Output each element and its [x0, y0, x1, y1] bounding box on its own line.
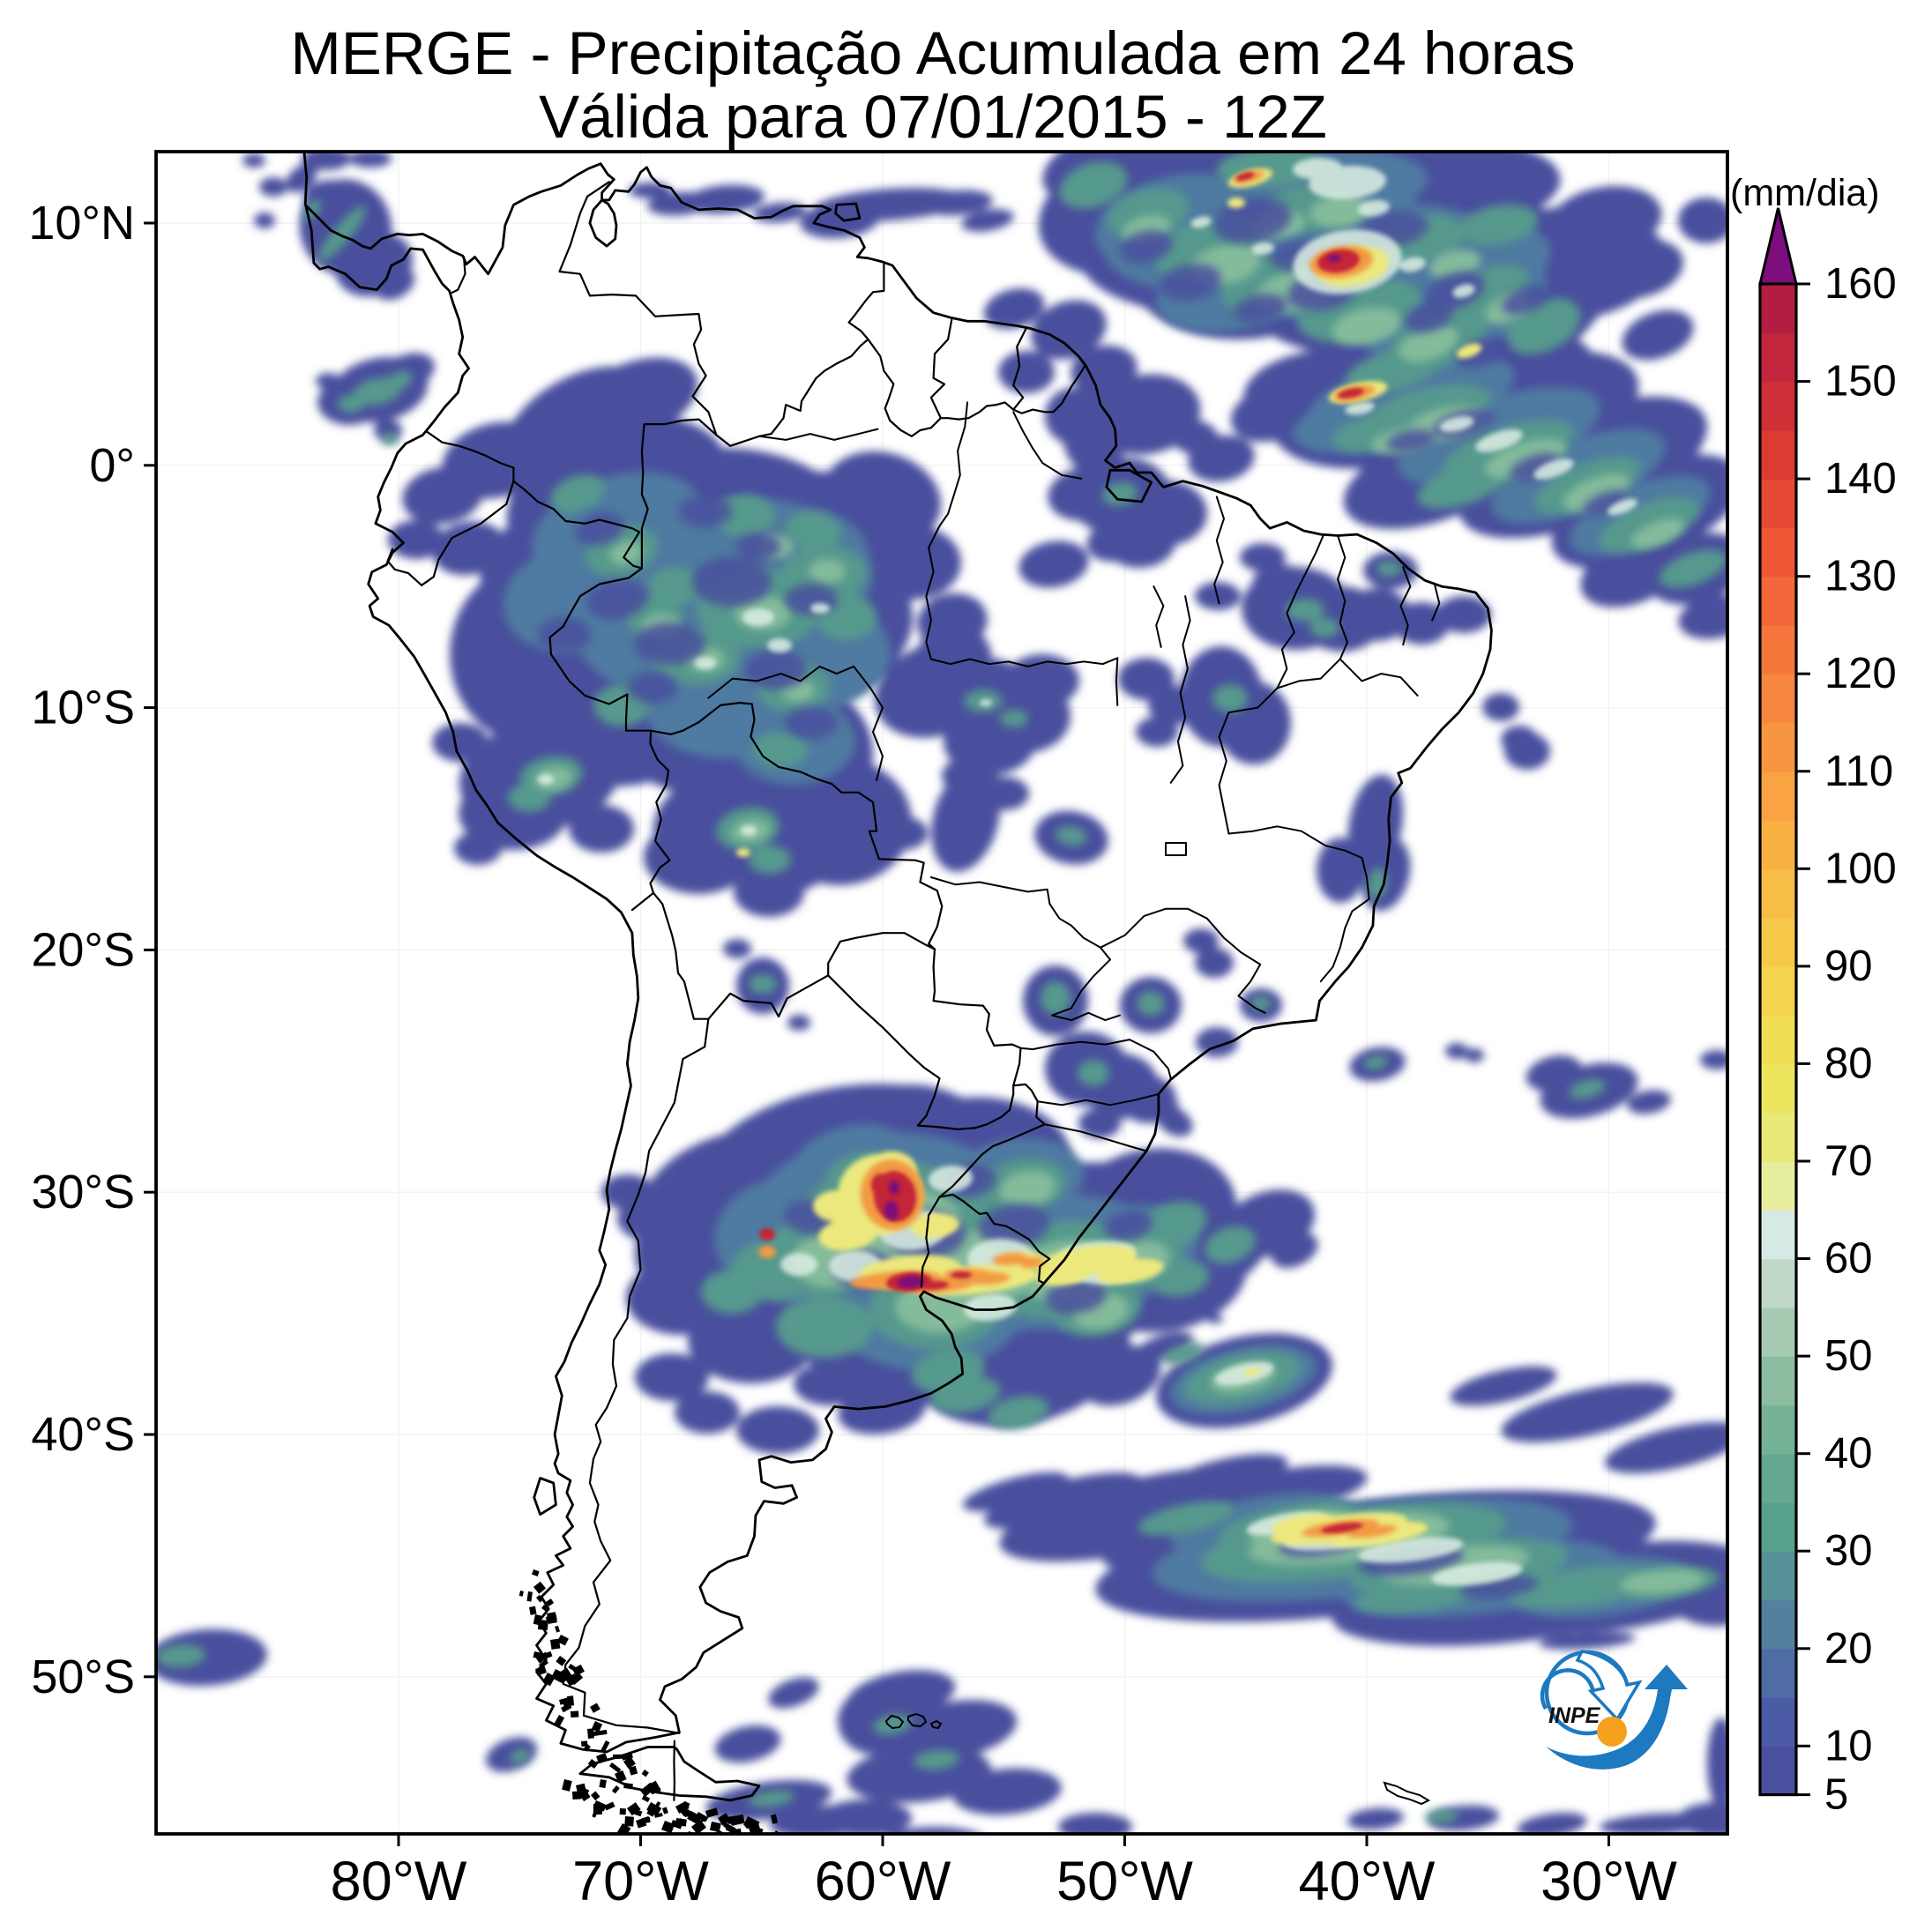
svg-text:120: 120 — [1824, 650, 1897, 697]
svg-text:40: 40 — [1824, 1430, 1873, 1478]
svg-text:MERGE - Precipitação Acumulada: MERGE - Precipitação Acumulada em 24 hor… — [290, 19, 1575, 87]
svg-text:70°W: 70°W — [572, 1851, 709, 1911]
svg-text:10°S: 10°S — [31, 682, 135, 734]
svg-text:60: 60 — [1824, 1235, 1873, 1283]
svg-text:50: 50 — [1824, 1332, 1873, 1380]
svg-text:90: 90 — [1824, 943, 1873, 990]
svg-text:100: 100 — [1824, 845, 1897, 892]
svg-text:30: 30 — [1824, 1527, 1873, 1575]
svg-text:30°W: 30°W — [1540, 1851, 1677, 1911]
svg-text:50°W: 50°W — [1056, 1851, 1193, 1911]
svg-text:130: 130 — [1824, 553, 1897, 600]
svg-text:(mm/dia): (mm/dia) — [1730, 172, 1880, 214]
svg-text:Válida para 07/01/2015 - 12Z: Válida para 07/01/2015 - 12Z — [539, 83, 1327, 151]
svg-text:10°N: 10°N — [28, 197, 135, 250]
svg-text:80: 80 — [1824, 1039, 1873, 1087]
svg-text:40°W: 40°W — [1299, 1851, 1436, 1911]
svg-text:5: 5 — [1824, 1771, 1848, 1819]
svg-text:80°W: 80°W — [331, 1851, 467, 1911]
svg-text:60°W: 60°W — [815, 1851, 951, 1911]
svg-text:70: 70 — [1824, 1137, 1873, 1185]
svg-text:50°S: 50°S — [31, 1650, 135, 1703]
svg-text:20°S: 20°S — [31, 923, 135, 976]
svg-text:140: 140 — [1824, 455, 1897, 503]
svg-text:20: 20 — [1824, 1625, 1873, 1673]
svg-text:110: 110 — [1824, 748, 1893, 795]
svg-text:0°: 0° — [89, 439, 135, 492]
svg-text:40°S: 40°S — [31, 1408, 135, 1461]
svg-text:INPE: INPE — [1548, 1703, 1601, 1728]
svg-text:150: 150 — [1824, 358, 1897, 406]
svg-text:160: 160 — [1824, 260, 1897, 308]
svg-text:10: 10 — [1824, 1722, 1873, 1770]
svg-text:30°S: 30°S — [31, 1166, 135, 1218]
